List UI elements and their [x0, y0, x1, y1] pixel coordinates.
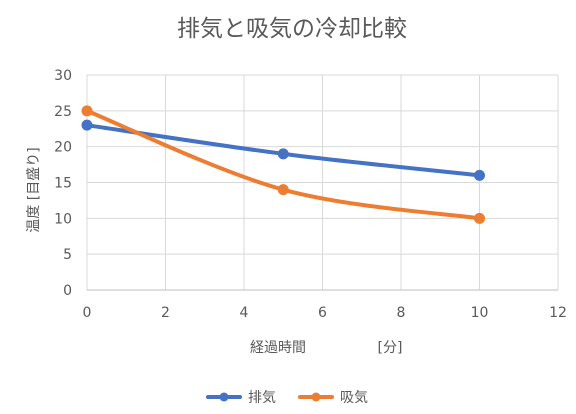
legend-marker-dot-exhaust [219, 392, 229, 402]
x-tick-label-2: 2 [161, 305, 170, 321]
y-axis-title: 温度 [目盛り] [26, 147, 42, 232]
x-axis-title: 経過時間 [250, 340, 306, 356]
y-tick-label-5: 5 [63, 247, 72, 263]
chart-title: 排気と吸気の冷却比較 [177, 16, 407, 42]
legend-item-intake: 吸気 [298, 390, 368, 406]
x-tick-label-8: 8 [397, 305, 406, 321]
legend-label-intake: 吸気 [340, 390, 368, 406]
data-point-0-1 [277, 148, 289, 160]
series-layer [81, 105, 485, 224]
data-point-0-2 [474, 169, 485, 181]
data-point-1-1 [277, 184, 289, 196]
x-tick-label-0: 0 [83, 305, 92, 321]
legend-item-exhaust: 排気 [206, 390, 276, 406]
data-point-0-0 [81, 119, 93, 131]
y-tick-label-0: 0 [63, 283, 72, 299]
data-point-1-2 [474, 212, 485, 224]
y-axis-ticks: 0 5 10 15 20 25 30 [54, 68, 72, 299]
x-tick-label-4: 4 [240, 305, 249, 321]
y-tick-label-15: 15 [54, 176, 72, 192]
legend-label-exhaust: 排気 [248, 390, 276, 406]
x-axis-ticks: 0 2 4 6 8 10 12 [83, 305, 567, 321]
series-1 [81, 105, 485, 224]
svg-text:温度 [目盛り]: 温度 [目盛り] [26, 147, 42, 232]
x-tick-label-10: 10 [471, 305, 489, 321]
legend-marker-dot-intake [311, 392, 321, 402]
x-axis-unit: [分] [378, 340, 403, 356]
data-point-1-0 [81, 105, 93, 117]
x-tick-label-6: 6 [318, 305, 327, 321]
y-tick-label-20: 20 [54, 140, 72, 156]
y-tick-label-30: 30 [54, 68, 72, 84]
y-tick-label-25: 25 [54, 104, 72, 120]
legend: 排気 吸気 [206, 390, 368, 406]
y-tick-label-10: 10 [54, 211, 72, 227]
x-tick-label-12: 12 [549, 305, 567, 321]
